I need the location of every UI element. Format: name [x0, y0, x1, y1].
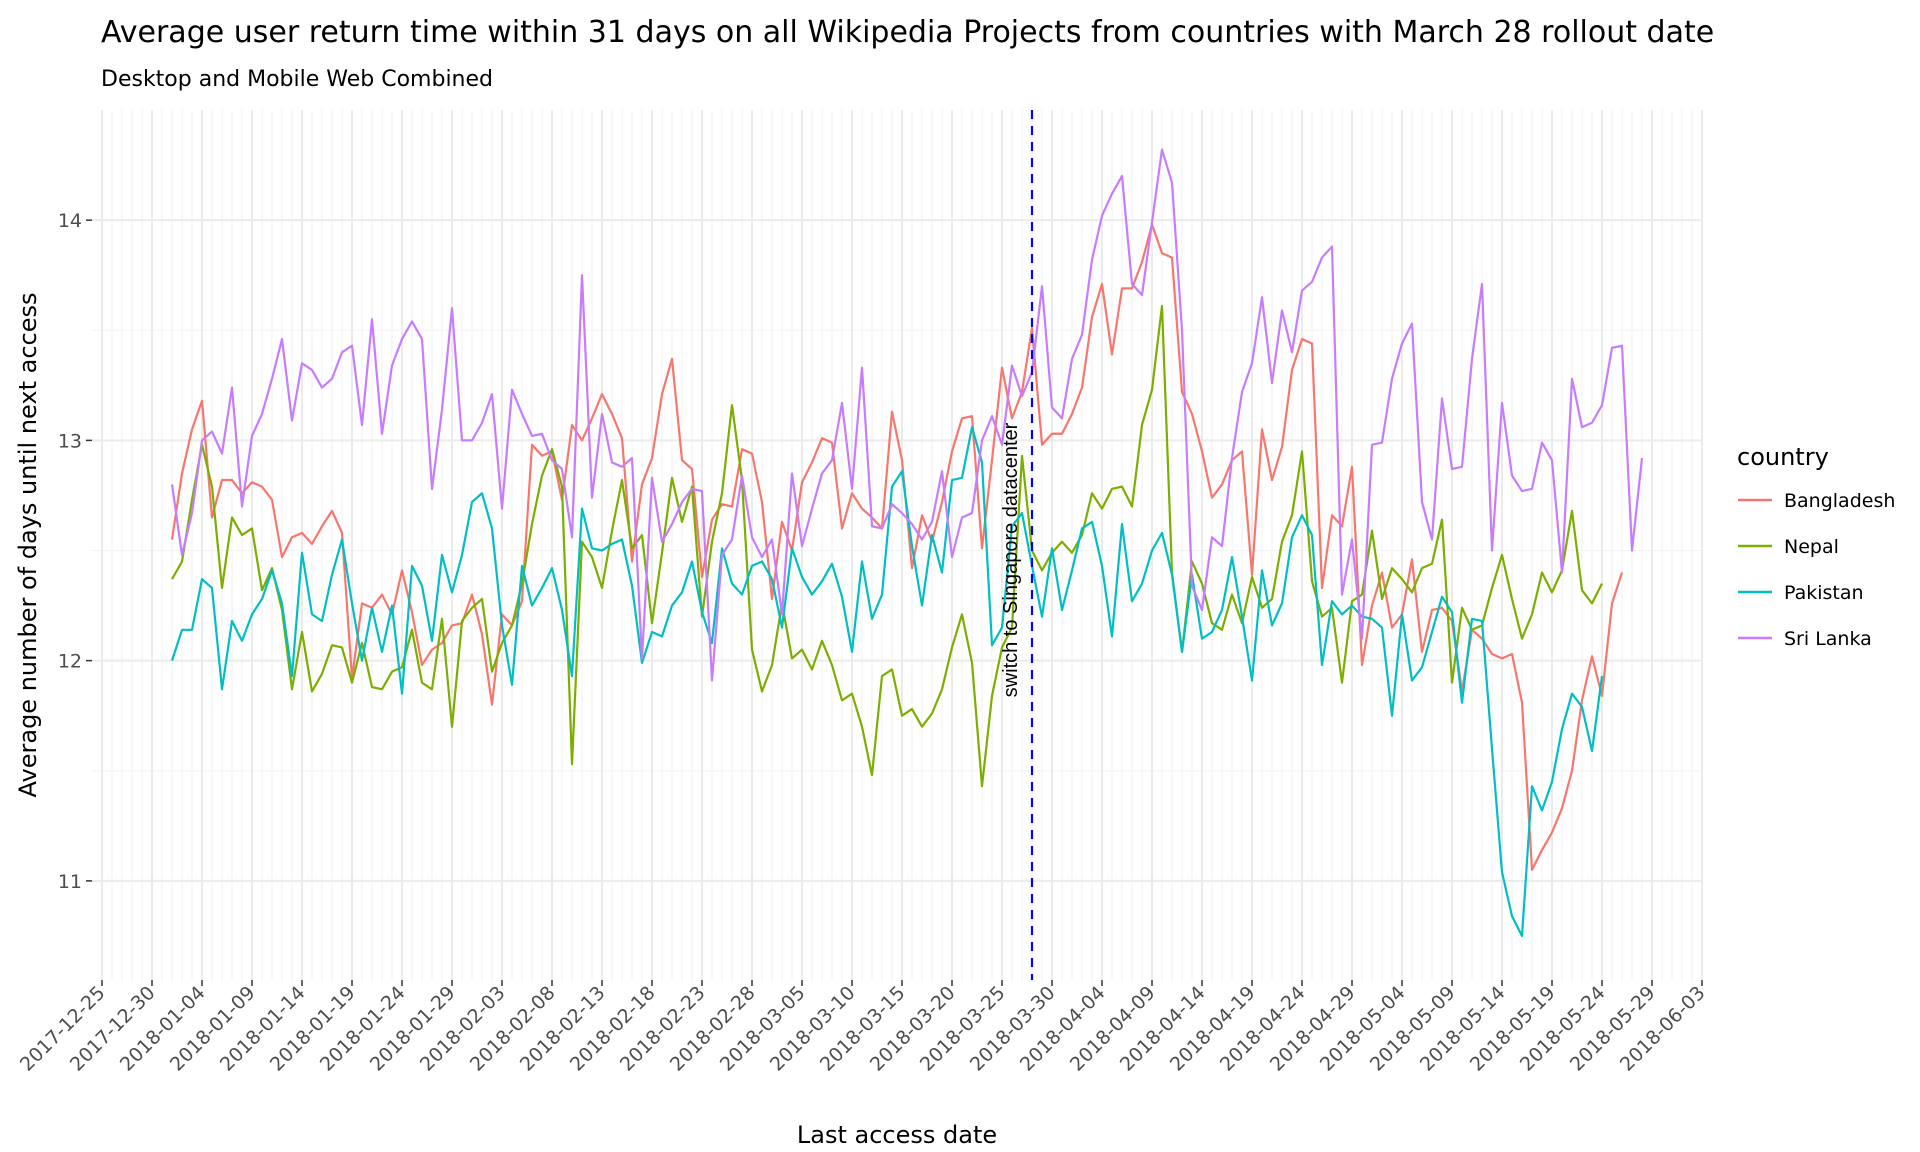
legend-title: country — [1737, 443, 1829, 471]
chart-subtitle: Desktop and Mobile Web Combined — [101, 67, 493, 92]
legend-label: Pakistan — [1784, 582, 1864, 604]
y-tick-label: 12 — [58, 651, 82, 673]
datacenter-switch-annotation: switch to Singapore datacenter — [1000, 422, 1022, 697]
plot-panel — [92, 110, 1702, 980]
y-axis-title: Average number of days until next access — [14, 293, 42, 798]
chart-title: Average user return time within 31 days … — [101, 15, 1714, 50]
series-line-nepal — [171, 304, 1603, 788]
series-lines — [170, 148, 1644, 938]
legend-label: Nepal — [1784, 536, 1839, 558]
legend: country Bangladesh Nepal Pakistan Sri Lanka — [1737, 443, 1895, 650]
x-axis-ticks: 2017-12-252017-12-302018-01-042018-01-09… — [16, 980, 1710, 1076]
y-tick-label: 13 — [58, 430, 82, 452]
legend-label: Bangladesh — [1784, 490, 1895, 512]
y-tick-label: 11 — [58, 871, 82, 893]
minor-gridlines-y — [92, 329, 1702, 772]
y-axis-ticks: 11 12 13 14 — [58, 210, 92, 893]
legend-label: Sri Lanka — [1784, 628, 1872, 650]
series-line-bangladesh — [170, 223, 1624, 871]
y-tick-label: 14 — [58, 210, 82, 232]
x-axis-title: Last access date — [797, 1121, 997, 1149]
series-line-sri-lanka — [170, 148, 1644, 682]
